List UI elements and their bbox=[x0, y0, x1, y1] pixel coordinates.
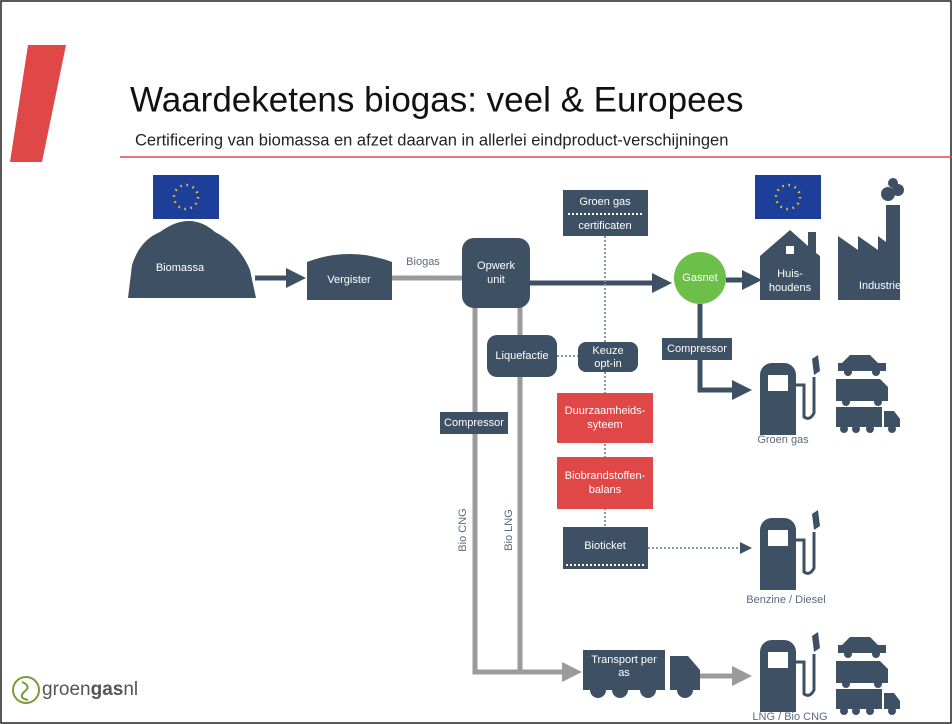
node-label: certificaten bbox=[578, 220, 631, 232]
node-label: Huis- bbox=[777, 268, 803, 280]
node-label: Vergister bbox=[327, 274, 371, 286]
node-label: Keuze bbox=[592, 345, 623, 357]
eu-flag bbox=[753, 173, 823, 221]
svg-text:groengasnl: groengasnl bbox=[42, 679, 138, 700]
node-label: syteem bbox=[587, 419, 622, 431]
duurzaamheid bbox=[557, 393, 653, 443]
opwerk-unit bbox=[462, 238, 530, 308]
node-label: Biomassa bbox=[156, 262, 205, 274]
factory bbox=[838, 205, 900, 300]
edge-label: Bio LNG bbox=[503, 509, 515, 551]
node-label: Opwerk bbox=[477, 260, 515, 272]
house bbox=[760, 230, 820, 300]
compressor bbox=[440, 412, 508, 434]
edge-label: Groen gas bbox=[545, 258, 597, 270]
keuze bbox=[578, 342, 638, 372]
logo-text: groen bbox=[42, 679, 91, 700]
node-label: Industrie bbox=[859, 280, 901, 292]
node-label: Biobrandstoffen- bbox=[565, 470, 646, 482]
compressor bbox=[662, 338, 732, 360]
eu-flag bbox=[151, 173, 221, 221]
accent-shape bbox=[10, 45, 66, 162]
node-label: balans bbox=[589, 484, 622, 496]
node-label: unit bbox=[487, 274, 505, 286]
output-label: Groen gas bbox=[757, 434, 809, 446]
gasnet bbox=[674, 252, 726, 304]
logo-text: nl bbox=[123, 679, 138, 700]
node-label: Gasnet bbox=[682, 272, 717, 284]
subtitle: Certificering van biomassa en afzet daar… bbox=[135, 131, 728, 149]
logo: groengasnl bbox=[12, 676, 138, 704]
logo-text: gas bbox=[91, 679, 124, 700]
node-label: Bioticket bbox=[584, 540, 626, 552]
edge-label: Biogas bbox=[406, 256, 440, 268]
node-label: Transport per bbox=[591, 654, 657, 666]
title: Waardeketens biogas: veel & Europees bbox=[130, 80, 744, 119]
node-label: Groen gas bbox=[579, 196, 631, 208]
liquefactie bbox=[487, 335, 557, 377]
edge-label: Bio CNG bbox=[457, 508, 469, 551]
node-label: houdens bbox=[769, 282, 812, 294]
node-label: Compressor bbox=[444, 417, 504, 429]
truck bbox=[583, 650, 700, 698]
node-label: opt-in bbox=[594, 358, 622, 370]
output-label: Benzine / Diesel bbox=[746, 594, 826, 606]
node-label: Compressor bbox=[667, 343, 727, 355]
node-label: Duurzaamheids- bbox=[565, 405, 646, 417]
vergister bbox=[307, 254, 392, 300]
output-label: LNG / Bio CNG bbox=[752, 711, 827, 723]
biobrandstoffen bbox=[557, 457, 653, 509]
node-label: as bbox=[618, 667, 630, 679]
node-label: Liquefactie bbox=[495, 350, 548, 362]
biomassa-heap bbox=[128, 221, 256, 298]
bioticket bbox=[563, 527, 648, 569]
